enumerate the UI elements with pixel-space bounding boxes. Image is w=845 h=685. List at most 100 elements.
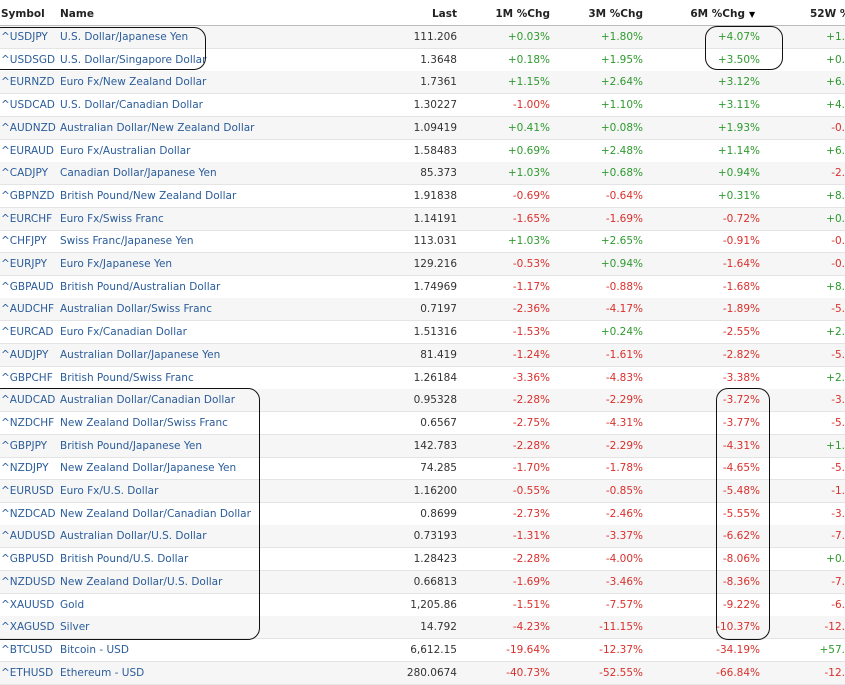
symbol-link[interactable]: ^GBPAUD [1,280,54,293]
cell: 1.28423 [413,553,457,566]
cell: 1.14191 [413,212,457,225]
change-cell: -0.64% [605,189,643,202]
name-link[interactable]: Canadian Dollar/Japanese Yen [60,167,217,180]
change-cell: -4.31% [605,416,643,429]
change-cell: -1.00% [512,99,550,112]
name-link[interactable]: Bitcoin - USD [60,643,129,656]
change-cell: +3.12% [717,76,760,89]
change-cell: -12. [824,666,845,679]
change-cell: -1.70% [512,462,550,475]
symbol-link[interactable]: ^EURJPY [1,258,48,270]
symbol-link[interactable]: ^EURNZD [1,76,55,89]
name-link[interactable]: Australian Dollar/Swiss Franc [60,303,212,316]
symbol-link[interactable]: ^GBPCHF [1,371,53,384]
name-link[interactable]: Australian Dollar/New Zealand Dollar [60,121,255,134]
cell: 113.031 [413,235,457,248]
symbol-link[interactable]: ^NZDJPY [1,462,49,475]
name-link[interactable]: Euro Fx/Australian Dollar [60,144,191,157]
name-link[interactable]: Euro Fx/Japanese Yen [60,258,173,270]
change-cell: +1.80% [600,31,643,43]
symbol-link[interactable]: ^GBPJPY [1,439,48,452]
symbol-link[interactable]: ^NZDCAD [1,507,56,520]
symbol-link[interactable]: ^XAGUSD [1,621,55,634]
table-row [0,276,845,299]
symbol-link[interactable]: ^AUDCHF [1,303,55,316]
name-link[interactable]: British Pound/Japanese Yen [60,439,202,452]
symbol-link[interactable]: ^CADJPY [1,167,49,180]
symbol-link[interactable]: ^USDJPY [1,31,48,43]
symbol-link[interactable]: ^EURCAD [1,326,54,339]
column-header[interactable]: Name [60,8,94,20]
change-cell: +1.03% [507,167,550,180]
symbol-link[interactable]: ^NZDUSD [1,575,56,588]
change-cell: +0.03% [507,31,550,43]
name-link[interactable]: Ethereum - USD [60,666,145,679]
symbol-link[interactable]: ^XAUUSD [1,598,55,611]
symbol-link[interactable]: ^USDSGD [1,53,56,66]
table-row [0,94,845,118]
name-link[interactable]: Euro Fx/Swiss Franc [60,212,164,225]
cell: 1.3648 [420,53,457,66]
name-link[interactable]: Australian Dollar/Canadian Dollar [60,394,236,407]
column-header[interactable]: Last [431,8,457,20]
symbol-link[interactable]: ^BTCUSD [1,643,53,656]
change-cell: -4.31% [722,439,760,452]
name-link[interactable]: New Zealand Dollar/U.S. Dollar [60,575,223,588]
name-link[interactable]: Silver [60,621,90,634]
symbol-link[interactable]: ^AUDCAD [1,394,56,407]
name-link[interactable]: New Zealand Dollar/Swiss Franc [60,416,228,429]
name-link[interactable]: Euro Fx/New Zealand Dollar [60,76,207,89]
symbol-link[interactable]: ^NZDCHF [1,416,55,429]
column-header[interactable]: 6M %Chg [690,8,745,20]
column-header[interactable]: Symbol [1,8,45,20]
cell: 0.6567 [420,416,457,429]
cell: 0.95328 [413,394,457,407]
symbol-link[interactable]: ^AUDNZD [1,121,56,134]
change-cell: -1.69% [605,212,643,225]
change-cell: -6.62% [722,530,760,543]
change-cell: -2.28% [512,394,550,407]
change-cell: -11.15% [599,621,643,634]
column-header[interactable]: 3M %Chg [588,8,643,20]
table-row [0,570,845,594]
symbol-link[interactable]: ^AUDUSD [1,530,56,543]
name-link[interactable]: U.S. Dollar/Japanese Yen [60,31,189,43]
column-header[interactable]: 1M %Chg [495,8,550,20]
name-link[interactable]: British Pound/Australian Dollar [60,280,221,293]
name-link[interactable]: U.S. Dollar/Canadian Dollar [60,99,203,112]
change-cell: -2.28% [512,553,550,566]
change-cell: -3.36% [512,371,550,384]
name-link[interactable]: British Pound/New Zealand Dollar [60,189,237,202]
symbol-link[interactable]: ^CHFJPY [1,235,47,248]
change-cell: -1.68% [722,280,760,293]
name-link[interactable]: British Pound/Swiss Franc [60,371,194,384]
name-link[interactable]: British Pound/U.S. Dollar [60,553,189,566]
sort-arrow: ▼ [749,10,756,19]
symbol-link[interactable]: ^ETHUSD [1,666,54,679]
change-cell: -3.77% [722,416,760,429]
symbol-link[interactable]: ^USDCAD [1,99,55,112]
symbol-link[interactable]: ^EURAUD [1,144,54,157]
symbol-link[interactable]: ^EURUSD [1,485,54,497]
name-link[interactable]: Australian Dollar/Japanese Yen [60,348,221,361]
table-row [0,594,845,617]
name-link[interactable]: New Zealand Dollar/Canadian Dollar [60,507,251,520]
name-link[interactable]: Australian Dollar/U.S. Dollar [60,530,207,543]
name-link[interactable]: New Zealand Dollar/Japanese Yen [60,462,237,475]
name-link[interactable]: Gold [60,598,85,611]
table-row [0,343,845,367]
change-cell: +2. [826,371,845,384]
name-link[interactable]: Swiss Franc/Japanese Yen [60,235,194,248]
symbol-link[interactable]: ^EURCHF [1,212,53,225]
change-cell: -0. [831,235,845,248]
symbol-link[interactable]: ^GBPUSD [1,553,54,566]
table-row [0,525,845,549]
change-cell: -5.48% [722,485,760,497]
symbol-link[interactable]: ^AUDJPY [1,348,49,361]
name-link[interactable]: Euro Fx/Canadian Dollar [60,326,187,339]
symbol-link[interactable]: ^GBPNZD [1,189,55,202]
column-header[interactable]: 52W % [810,8,845,20]
change-cell: -52.55% [599,666,643,679]
name-link[interactable]: U.S. Dollar/Singapore Dollar [60,53,207,66]
name-link[interactable]: Euro Fx/U.S. Dollar [60,485,159,497]
